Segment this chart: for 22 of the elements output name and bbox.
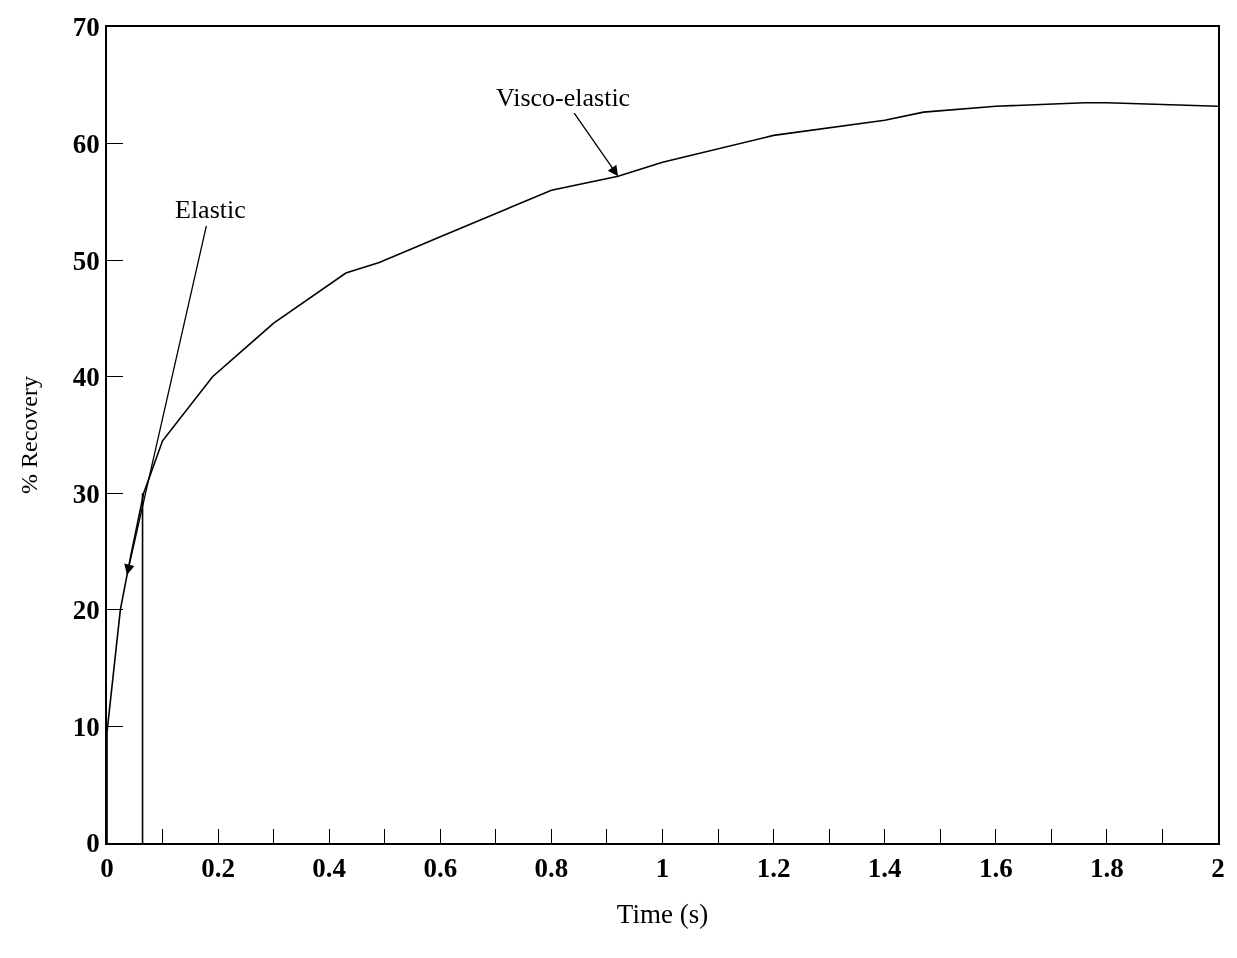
x-tick-label: 1.2 bbox=[756, 853, 791, 884]
y-tick-label: 70 bbox=[72, 12, 100, 43]
y-axis-title: % Recovery bbox=[16, 376, 43, 494]
y-tick-label: 30 bbox=[72, 478, 100, 509]
y-tick-label: 10 bbox=[72, 711, 100, 742]
x-tick-label: 0.4 bbox=[312, 853, 347, 884]
x-tick-label: 0.8 bbox=[534, 853, 569, 884]
x-tick-label: 1.6 bbox=[978, 853, 1013, 884]
x-axis-title: Time (s) bbox=[616, 899, 709, 930]
y-tick-label: 60 bbox=[72, 129, 100, 160]
y-tick-label: 50 bbox=[72, 245, 100, 276]
annotation: Elastic bbox=[175, 195, 246, 224]
y-tick-label: 20 bbox=[72, 595, 100, 626]
x-tick-label: 0.2 bbox=[201, 853, 235, 884]
annotation: Visco-elastic bbox=[496, 83, 631, 112]
x-tick-label: 1.8 bbox=[1090, 853, 1124, 884]
y-tick-label: 40 bbox=[72, 362, 100, 393]
x-tick-label: 0.6 bbox=[423, 853, 458, 884]
x-tick-label: 1 bbox=[655, 853, 670, 884]
y-tick-label: 0 bbox=[86, 828, 100, 859]
x-tick-label: 2 bbox=[1211, 853, 1225, 884]
x-tick-label: 1.4 bbox=[867, 853, 902, 884]
